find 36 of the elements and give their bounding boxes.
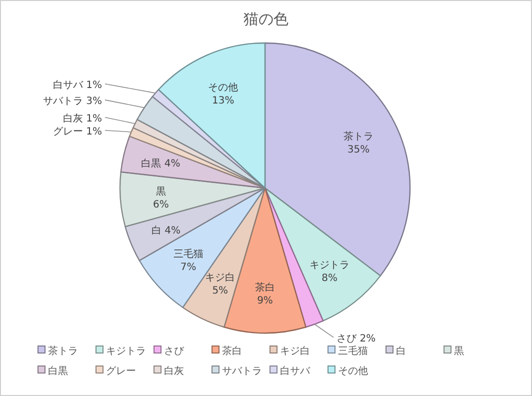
slice-label: キジ白 <box>205 271 236 284</box>
slice-label: 茶トラ <box>344 130 374 143</box>
category-label: 白黒 4% <box>141 158 180 170</box>
legend-label: その他 <box>338 365 368 377</box>
legend-label: 白灰 <box>164 365 184 377</box>
legend-label: グレー <box>106 366 136 377</box>
legend-label: キジ白 <box>280 345 310 357</box>
category-label: 白 4% <box>152 225 181 236</box>
slice-label: キジトラ <box>310 260 350 272</box>
slice-label: 三毛猫 <box>173 248 204 260</box>
data-label: 8% <box>322 273 338 284</box>
category-label: 白灰 1% <box>62 113 102 124</box>
legend-label: 黒 <box>454 346 464 357</box>
legend-label: 白サバ <box>280 365 311 377</box>
legend-label: 茶トラ <box>48 345 78 357</box>
data-label: 9% <box>257 295 273 306</box>
chart-title: 猫の色 <box>244 10 288 28</box>
legend-label: キジトラ <box>106 346 146 357</box>
category-label: グレー 1% <box>52 126 102 138</box>
data-label: 7% <box>180 262 196 273</box>
data-label: 6% <box>152 199 169 210</box>
category-label: 白サバ 1% <box>52 80 102 91</box>
category-label: サバトラ 3% <box>42 96 102 107</box>
slice-label: その他 <box>208 81 238 94</box>
legend-label: サバトラ <box>222 366 262 377</box>
slice-label: 黒 <box>156 186 166 198</box>
data-label: 35% <box>347 144 370 156</box>
data-label: 5% <box>212 285 228 296</box>
legend-label: 白黒 <box>48 365 68 377</box>
legend-label: 茶白 <box>222 345 242 357</box>
category-label: さび 2% <box>336 333 376 344</box>
legend-label: さび <box>164 346 185 357</box>
slice-label: 茶白 <box>255 281 275 294</box>
legend-label: 三毛猫 <box>338 345 368 357</box>
data-label: 13% <box>212 95 234 106</box>
legend-label: 白 <box>396 345 406 357</box>
